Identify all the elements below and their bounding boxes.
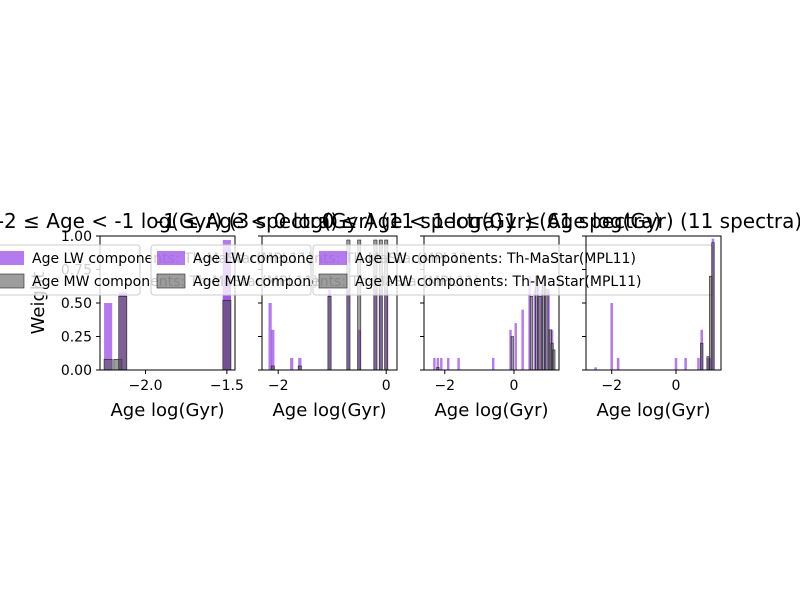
x-tick-label: −1.5 (210, 378, 244, 394)
mw-bar (538, 295, 542, 371)
lw-bar (697, 357, 700, 370)
legend-swatch-lw (319, 251, 347, 265)
mw-bar (545, 289, 549, 371)
x-axis-label: Age log(Gyr) (434, 400, 548, 421)
lw-bar (457, 357, 460, 370)
y-tick-label: 0.00 (61, 363, 92, 379)
lw-bar (492, 357, 495, 370)
subplot-title: 1 ≤ Age log(Gyr) (11 spectra) (505, 209, 800, 233)
x-axis-label: Age log(Gyr) (272, 400, 386, 421)
x-axis-label: Age log(Gyr) (110, 400, 224, 421)
mw-bar (510, 336, 514, 371)
lw-bar (610, 303, 613, 370)
subplot-title: -2 ≤ Age < -1 log(Gyr) (3 spectra) (0, 209, 338, 233)
subplot-title: 0 ≤ Age < 1 log(Gyr) (61 spectra) (322, 209, 662, 233)
lw-bar (514, 323, 517, 370)
mw-bar (327, 295, 332, 371)
lw-bar (537, 282, 540, 370)
mw-bar (552, 349, 556, 371)
mw-bar (103, 358, 113, 371)
legend-box (0, 244, 141, 296)
x-tick-label: 0 (672, 378, 681, 394)
x-tick-label: −2 (268, 378, 289, 394)
x-tick-label: 0 (510, 378, 519, 394)
lw-bar (543, 282, 547, 370)
lw-bar (528, 276, 531, 370)
mw-bar (529, 295, 533, 371)
y-tick-label: 0.25 (61, 330, 92, 346)
lw-bar (509, 329, 512, 370)
subplot-4: −2 0 Age log(Gyr) (582, 235, 722, 421)
lw-bar (436, 357, 440, 370)
lw-bar (298, 357, 302, 370)
lw-bar (594, 367, 597, 370)
legend-label-mw: Age MW components: Th-MaStar(MPL11) (355, 274, 641, 290)
legend-swatch-lw (0, 251, 24, 265)
lw-bar (433, 357, 436, 370)
lw-bar (547, 289, 550, 370)
x-tick-label: −2 (601, 378, 622, 394)
lw-bar (674, 357, 678, 370)
mw-bar (222, 300, 232, 371)
x-tick-label: −2.0 (129, 378, 163, 394)
lw-bar (684, 357, 687, 370)
legend-box (150, 244, 312, 296)
subplot-title: -1 ≤ Age < 0 log(Gyr) (11 spectra) (156, 209, 503, 233)
lw-bar (616, 357, 620, 370)
y-tick-label: 1.00 (61, 229, 92, 245)
mw-bar (297, 365, 302, 371)
lw-bar (104, 303, 113, 370)
lw-bar (440, 357, 443, 370)
mw-bar (118, 295, 128, 371)
subplot-3: −2 0 Age log(Gyr) Age LW components: Th-MaS… (312, 235, 714, 421)
mw-bar (706, 356, 710, 371)
mw-bar (711, 242, 715, 371)
lw-bar (447, 357, 450, 370)
legend-label-lw: Age LW components: Th-MaStar(MPL11) (355, 251, 636, 267)
lw-bar (268, 303, 272, 370)
mw-bar (270, 365, 275, 371)
legend: Age LW components: Th-MaStar(MPL11) Age M… (312, 244, 714, 296)
x-axis-label: Age log(Gyr) (596, 400, 710, 421)
legend-swatch-mw (0, 273, 25, 289)
legend-swatch-lw (157, 251, 185, 265)
lw-bar (521, 309, 524, 370)
y-tick-label: 0.50 (61, 296, 92, 312)
legend-swatch-mw (318, 273, 348, 289)
lw-bar (271, 329, 275, 370)
mw-bar (700, 342, 704, 371)
lw-bar (290, 357, 294, 370)
x-tick-label: 0 (382, 378, 391, 394)
x-tick-label: −2 (434, 378, 455, 394)
legend-swatch-mw (156, 273, 186, 289)
lw-bar (533, 289, 536, 370)
lw-bar (540, 289, 543, 370)
